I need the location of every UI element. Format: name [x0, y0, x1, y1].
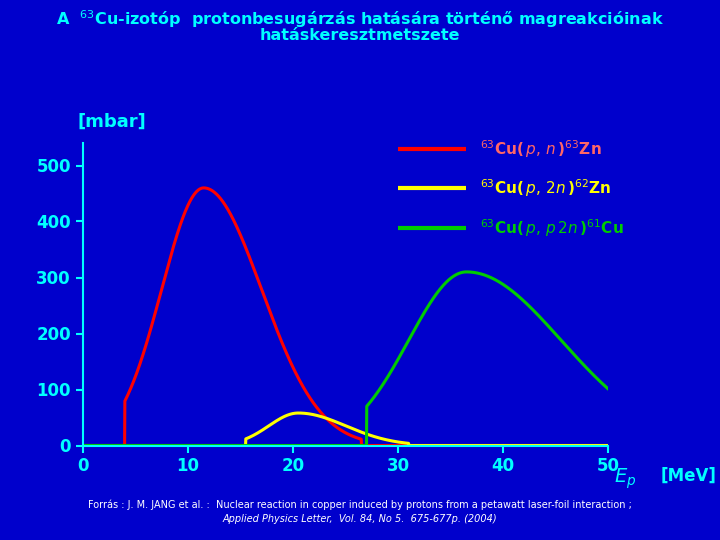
Text: Forrás : J. M. JANG et al. :  Nuclear reaction in copper induced by protons from: Forrás : J. M. JANG et al. : Nuclear rea…: [88, 500, 632, 510]
Text: $E_p$: $E_p$: [613, 467, 636, 491]
Text: [mbar]: [mbar]: [78, 113, 146, 131]
Text: [MeV]: [MeV]: [661, 467, 717, 485]
Text: Applied Physics Letter,  Vol. 84, No 5.  675-677p. (2004): Applied Physics Letter, Vol. 84, No 5. 6…: [222, 514, 498, 524]
Text: $^{63}$Cu($\,p,\,2n\,$)$^{62}$Zn: $^{63}$Cu($\,p,\,2n\,$)$^{62}$Zn: [480, 178, 611, 199]
Text: $^{63}$Cu($\,p,\,n\,$)$^{63}$Zn: $^{63}$Cu($\,p,\,n\,$)$^{63}$Zn: [480, 138, 601, 160]
Text: hatáskeresztmetszete: hatáskeresztmetszete: [260, 28, 460, 43]
Text: A  $^{63}$Cu-izotóp  protonbesugárzás hatására történő magreakcióinak: A $^{63}$Cu-izotóp protonbesugárzás hatá…: [56, 8, 664, 30]
Text: $^{63}$Cu($\,p,\,p\,2n\,$)$^{61}$Cu: $^{63}$Cu($\,p,\,p\,2n\,$)$^{61}$Cu: [480, 217, 624, 239]
